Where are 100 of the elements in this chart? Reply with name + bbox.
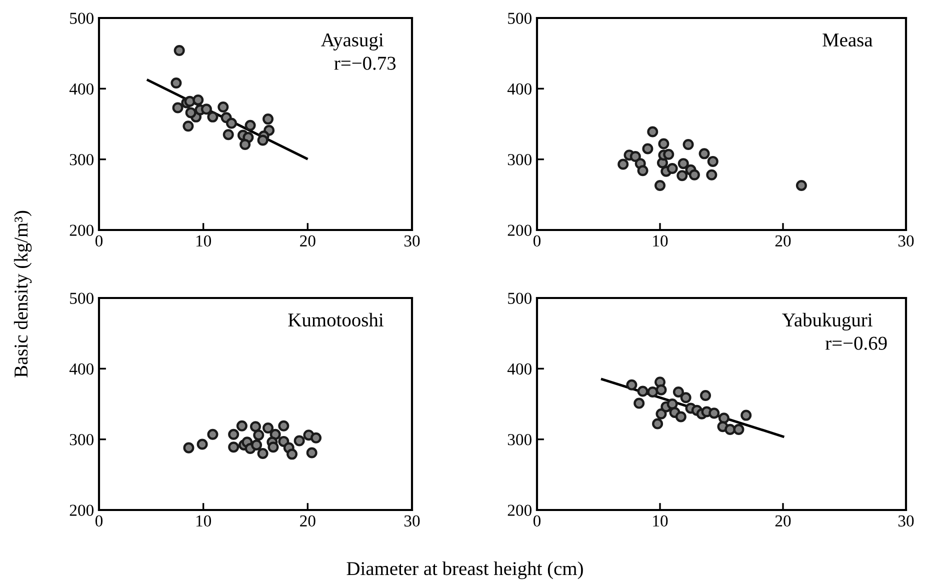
point — [294, 435, 305, 446]
point — [708, 408, 720, 419]
y-tick-label: 200 — [70, 224, 94, 236]
point — [228, 442, 240, 453]
point — [250, 421, 261, 432]
point — [672, 386, 684, 398]
point — [184, 96, 196, 107]
x-tick-label: 30 — [404, 515, 420, 527]
point — [196, 438, 208, 450]
x-tick-label: 10 — [653, 235, 668, 247]
point — [724, 424, 736, 435]
point — [244, 120, 256, 131]
point — [637, 165, 648, 176]
point — [634, 398, 645, 409]
point — [630, 151, 641, 162]
point — [200, 104, 212, 115]
point — [676, 170, 688, 182]
point — [656, 384, 667, 396]
x-tick-label: 10 — [653, 515, 668, 527]
y-tick-label: 500 — [70, 292, 94, 304]
point — [678, 158, 689, 170]
x-tick-label: 20 — [300, 235, 316, 247]
point — [226, 118, 238, 129]
x-tick-label: 30 — [898, 235, 914, 247]
x-tick-label: 20 — [775, 515, 791, 527]
x-tick-label: 20 — [775, 235, 791, 247]
point — [642, 143, 654, 154]
point — [666, 163, 678, 174]
point — [278, 420, 290, 432]
point — [222, 129, 234, 140]
x-tick-label: 0 — [533, 515, 541, 527]
y-tick-label: 200 — [70, 504, 94, 516]
point — [654, 180, 666, 191]
point — [286, 448, 298, 460]
x-tick-label: 10 — [196, 515, 212, 527]
point — [652, 418, 664, 430]
y-tick-label: 200 — [508, 224, 532, 236]
y-tick-label: 200 — [508, 504, 532, 516]
annotation: Measa — [822, 34, 873, 47]
y-tick-label: 400 — [69, 363, 94, 375]
point — [682, 138, 694, 150]
point — [207, 111, 218, 122]
y-tick-label: 300 — [70, 154, 94, 166]
point — [637, 386, 648, 397]
y-tick-label: 400 — [69, 83, 94, 95]
point — [663, 148, 674, 160]
point — [718, 412, 730, 424]
point — [700, 390, 712, 402]
point — [647, 126, 658, 138]
point — [698, 148, 710, 160]
x-tick-label: 20 — [300, 515, 316, 527]
point — [228, 428, 240, 440]
x-tick-label: 0 — [533, 235, 541, 247]
y-axis-title: Basic density (kg/m³) — [14, 210, 32, 378]
point — [172, 102, 184, 114]
point — [182, 120, 194, 132]
point — [656, 408, 667, 420]
point — [262, 114, 274, 125]
point — [740, 410, 752, 421]
point — [680, 392, 692, 404]
point — [185, 107, 196, 118]
point — [257, 134, 268, 146]
y-tick-label: 500 — [508, 12, 532, 24]
point — [257, 448, 268, 459]
x-tick-label: 30 — [898, 515, 914, 527]
point — [666, 398, 678, 410]
point — [251, 439, 262, 450]
annotation: r=−0.69 — [826, 336, 887, 350]
point — [253, 430, 264, 441]
point — [170, 78, 182, 89]
point — [268, 442, 279, 453]
point — [240, 138, 251, 150]
y-tick-label: 500 — [70, 12, 94, 24]
point — [262, 422, 274, 434]
y-tick-label: 400 — [507, 363, 532, 375]
annotation: r=−0.73 — [334, 56, 396, 70]
point — [192, 94, 204, 106]
point — [306, 447, 318, 458]
x-axis-title: Diameter at breast height (cm) — [346, 561, 583, 580]
point — [658, 138, 670, 150]
point — [207, 428, 218, 440]
point — [733, 424, 744, 435]
point — [707, 156, 718, 167]
point — [183, 442, 194, 454]
annotation: Yabukuguri — [782, 312, 872, 331]
y-tick-label: 400 — [507, 83, 532, 95]
point — [236, 420, 248, 432]
point — [688, 169, 700, 180]
point — [706, 169, 718, 180]
y-tick-label: 300 — [508, 434, 532, 446]
x-tick-label: 30 — [404, 235, 420, 247]
x-tick-label: 10 — [196, 235, 212, 247]
point — [174, 45, 185, 56]
annotation: Ayasugi — [320, 33, 384, 50]
point — [647, 386, 658, 398]
x-tick-label: 0 — [95, 515, 103, 527]
point — [618, 158, 629, 170]
x-tick-label: 0 — [95, 235, 103, 247]
y-tick-label: 300 — [70, 434, 94, 446]
point — [796, 180, 807, 191]
